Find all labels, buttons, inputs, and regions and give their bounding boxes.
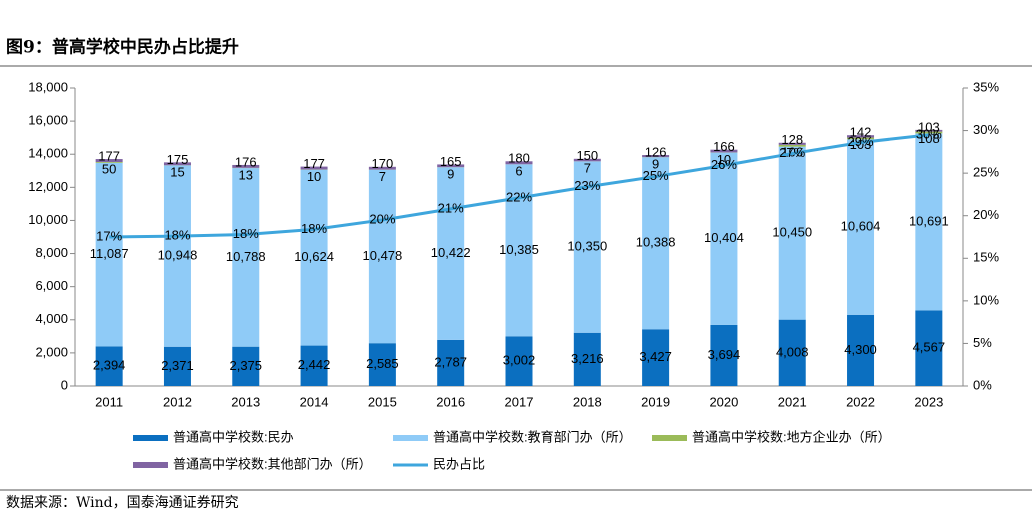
y-tick-label: 16,000: [28, 113, 68, 128]
data-label: 2,375: [229, 358, 262, 373]
data-label: 7: [379, 169, 386, 184]
data-label: 25%: [643, 168, 669, 183]
y2-tick-label: 10%: [973, 292, 999, 307]
x-tick-label: 2022: [846, 394, 875, 409]
data-label: 23%: [574, 178, 600, 193]
y-tick-label: 2,000: [35, 344, 68, 359]
data-label: 10,385: [499, 242, 539, 257]
x-tick-label: 2016: [436, 394, 465, 409]
data-label: 176: [235, 154, 257, 169]
data-label: 3,002: [503, 353, 536, 368]
data-label: 20%: [369, 211, 395, 226]
data-label: 126: [645, 144, 667, 159]
data-label: 165: [440, 154, 462, 169]
x-tick-label: 2015: [368, 394, 397, 409]
data-label: 3,694: [708, 347, 741, 362]
legend-swatch: [133, 435, 168, 441]
legend-label: 普通高中学校数:其他部门办（所）: [173, 456, 372, 471]
x-tick-label: 2023: [914, 394, 943, 409]
data-label: 10,350: [567, 239, 607, 254]
data-label: 11,087: [90, 246, 129, 261]
data-label: 170: [372, 156, 394, 171]
data-label: 27%: [779, 145, 805, 160]
x-tick-label: 2013: [231, 394, 260, 409]
legend-label: 民办占比: [433, 456, 485, 471]
data-label: 2,585: [366, 356, 399, 371]
data-label: 3,427: [639, 349, 672, 364]
data-label: 150: [576, 148, 598, 163]
data-label: 180: [508, 151, 530, 166]
data-label: 166: [713, 139, 735, 154]
y-tick-label: 4,000: [35, 311, 68, 326]
data-label: 175: [167, 152, 189, 167]
data-label: 10,450: [772, 225, 812, 240]
legend-label: 普通高中学校数:教育部门办（所）: [433, 429, 632, 444]
legend-swatch: [133, 462, 168, 468]
x-tick-label: 2021: [778, 394, 807, 409]
data-label: 10,788: [226, 249, 266, 264]
y2-tick-label: 20%: [973, 207, 999, 222]
data-label: 10,624: [294, 249, 334, 264]
data-label: 10,388: [636, 235, 676, 250]
data-label: 2,394: [93, 358, 126, 373]
data-label: 15: [170, 165, 184, 180]
x-tick-label: 2019: [641, 394, 670, 409]
y-tick-label: 10,000: [28, 212, 68, 227]
y-tick-label: 18,000: [28, 79, 68, 94]
data-label: 18%: [164, 228, 190, 243]
data-label: 50: [102, 161, 116, 176]
data-label: 18%: [301, 221, 327, 236]
data-label: 30%: [916, 126, 942, 141]
x-tick-label: 2012: [163, 394, 192, 409]
data-label: 10,422: [431, 245, 471, 260]
data-label: 21%: [438, 200, 464, 215]
data-label: 18%: [233, 226, 259, 241]
y2-tick-label: 35%: [973, 79, 999, 94]
data-label: 10,404: [704, 230, 744, 245]
legend-swatch: [393, 435, 428, 441]
data-label: 4,567: [913, 340, 946, 355]
y-tick-label: 14,000: [28, 146, 68, 161]
data-label: 6: [515, 164, 522, 179]
data-label: 2,787: [434, 354, 467, 369]
data-label: 10,948: [158, 248, 198, 263]
source: 数据来源：Wind，国泰海通证券研究: [6, 495, 239, 511]
legend-label: 普通高中学校数:地方企业办（所）: [692, 429, 891, 444]
legend-label: 普通高中学校数:民办: [173, 429, 294, 444]
x-tick-label: 2018: [573, 394, 602, 409]
data-label: 2,371: [161, 358, 194, 373]
y-tick-label: 8,000: [35, 245, 68, 260]
y2-tick-label: 15%: [973, 250, 999, 265]
data-label: 26%: [711, 157, 737, 172]
data-label: 10,478: [363, 248, 403, 263]
data-label: 177: [98, 148, 120, 163]
chart-title: 图9：普高学校中民办占比提升: [6, 37, 239, 58]
data-label: 13: [239, 167, 253, 182]
legend-swatch: [652, 435, 687, 441]
data-label: 22%: [506, 189, 532, 204]
data-label: 10: [307, 169, 321, 184]
y2-tick-label: 5%: [973, 335, 992, 350]
y-tick-label: 0: [61, 377, 68, 392]
y2-tick-label: 30%: [973, 122, 999, 137]
data-label: 177: [303, 156, 325, 171]
data-label: 29%: [848, 134, 874, 149]
y-tick-label: 12,000: [28, 179, 68, 194]
x-tick-label: 2011: [95, 394, 123, 409]
data-label: 4,008: [776, 344, 809, 359]
x-tick-label: 2017: [505, 394, 534, 409]
x-tick-label: 2014: [300, 394, 329, 409]
data-label: 4,300: [844, 342, 877, 357]
y-tick-label: 6,000: [35, 278, 68, 293]
y2-tick-label: 25%: [973, 165, 999, 180]
data-label: 17%: [96, 228, 122, 243]
y2-tick-label: 0%: [973, 377, 992, 392]
data-label: 10,691: [909, 213, 949, 228]
x-tick-label: 2020: [709, 394, 738, 409]
data-label: 10,604: [841, 218, 881, 233]
data-label: 3,216: [571, 351, 604, 366]
data-label: 2,442: [298, 357, 331, 372]
